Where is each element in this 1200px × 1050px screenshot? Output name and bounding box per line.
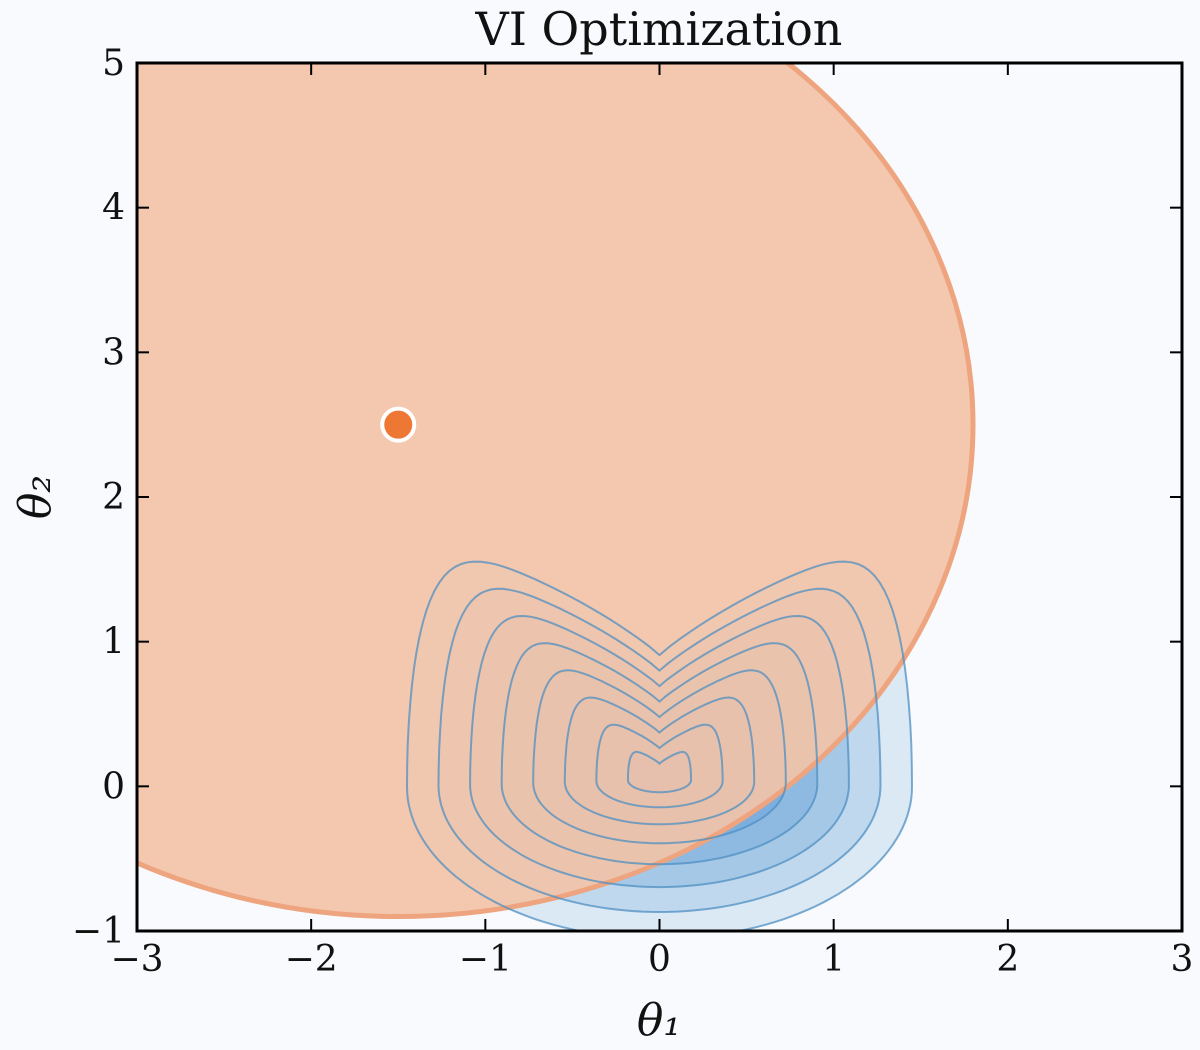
variational-mean-marker <box>380 406 417 443</box>
target-contour-line-5 <box>532 669 787 845</box>
y-tick-label: −1 <box>72 911 125 952</box>
y-tick-label: 1 <box>102 622 125 663</box>
y-tick-label: 4 <box>102 188 125 229</box>
axis-ticks: −3 −2 −1 0 1 2 3 −1 0 1 2 3 4 5 <box>72 43 1194 980</box>
x-tick-label: 0 <box>648 939 671 980</box>
target-contour-line-4 <box>500 642 819 866</box>
x-tick-label: 2 <box>996 939 1019 980</box>
target-contour-line-6 <box>563 696 756 826</box>
x-axis-label: θ₁ <box>637 995 681 1046</box>
target-contour-line-1 <box>405 560 914 931</box>
y-tick-label: 3 <box>102 332 125 373</box>
variational-ellipse <box>137 63 976 919</box>
x-tick-label: 1 <box>822 939 845 980</box>
y-tick-label: 2 <box>102 477 125 518</box>
x-tick-label: −1 <box>459 939 512 980</box>
x-tick-label: −3 <box>110 939 163 980</box>
x-tick-label: −2 <box>285 939 338 980</box>
y-tick-label: 0 <box>102 766 125 807</box>
y-tick-label: 5 <box>102 43 125 84</box>
x-tick-label: 3 <box>1171 939 1194 980</box>
target-contour-line-8 <box>626 750 693 794</box>
chart-title: VI Optimization <box>475 2 843 56</box>
variational-distribution <box>137 63 976 919</box>
target-contour-overlay <box>405 560 914 931</box>
target-contour-line-7 <box>595 723 724 809</box>
y-axis-label: θ₂ <box>10 475 61 519</box>
target-contour-line-3 <box>469 614 850 889</box>
target-contour-line-2 <box>437 587 882 914</box>
